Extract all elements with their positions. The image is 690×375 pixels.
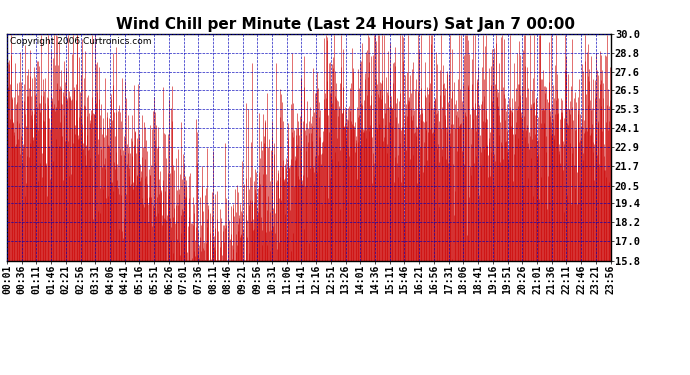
Text: Wind Chill per Minute (Last 24 Hours) Sat Jan 7 00:00: Wind Chill per Minute (Last 24 Hours) Sa… [115,17,575,32]
Text: Copyright 2006 Curtronics.com: Copyright 2006 Curtronics.com [10,37,151,46]
